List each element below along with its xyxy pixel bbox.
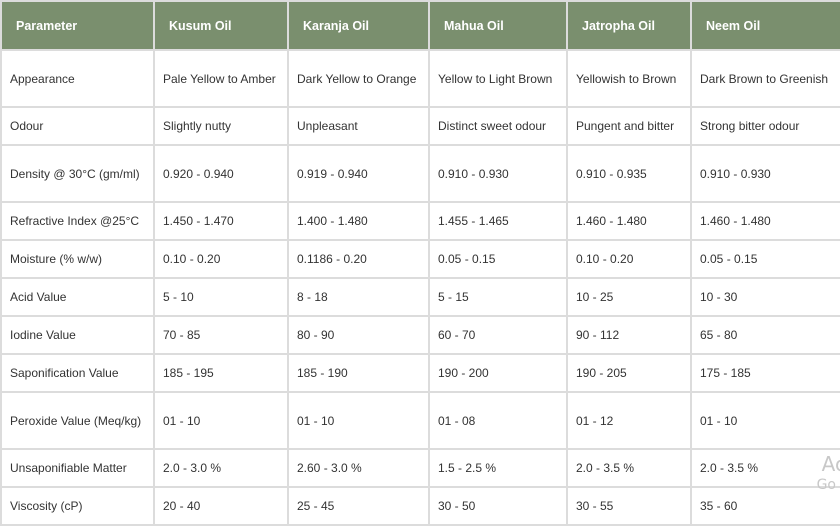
value-cell: Slightly nutty — [153, 106, 289, 146]
table-row-iodine-value: Iodine Value 70 - 85 80 - 90 60 - 70 90 … — [0, 315, 840, 355]
parameter-cell: Odour — [0, 106, 155, 146]
value-cell: 0.10 - 0.20 — [566, 239, 692, 279]
value-cell: 90 - 112 — [566, 315, 692, 355]
value-cell: 0.919 - 0.940 — [287, 144, 430, 203]
value-cell: 0.910 - 0.935 — [566, 144, 692, 203]
table-row-density: Density @ 30°C (gm/ml) 0.920 - 0.940 0.9… — [0, 144, 840, 203]
header-neem-oil: Neem Oil — [690, 0, 840, 51]
value-cell: Dark Yellow to Orange — [287, 49, 430, 108]
value-cell: 0.920 - 0.940 — [153, 144, 289, 203]
parameter-cell: Refractive Index @25°C — [0, 201, 155, 241]
value-cell: 2.60 - 3.0 % — [287, 448, 430, 488]
value-cell: 190 - 205 — [566, 353, 692, 393]
value-cell: Pale Yellow to Amber — [153, 49, 289, 108]
value-cell: Distinct sweet odour — [428, 106, 568, 146]
value-cell: 175 - 185 — [690, 353, 840, 393]
parameter-cell: Iodine Value — [0, 315, 155, 355]
value-cell: 35 - 60 — [690, 486, 840, 526]
value-cell: 0.05 - 0.15 — [428, 239, 568, 279]
header-jatropha-oil: Jatropha Oil — [566, 0, 692, 51]
parameter-cell: Appearance — [0, 49, 155, 108]
value-cell: Yellow to Light Brown — [428, 49, 568, 108]
value-cell: 20 - 40 — [153, 486, 289, 526]
header-row: Parameter Kusum Oil Karanja Oil Mahua Oi… — [0, 0, 840, 51]
value-cell: 10 - 25 — [566, 277, 692, 317]
value-cell: Pungent and bitter — [566, 106, 692, 146]
value-cell: 30 - 50 — [428, 486, 568, 526]
value-cell: 0.910 - 0.930 — [690, 144, 840, 203]
value-cell: 2.0 - 3.5 % — [566, 448, 692, 488]
table-row-peroxide-value: Peroxide Value (Meq/kg) 01 - 10 01 - 10 … — [0, 391, 840, 450]
value-cell: 01 - 10 — [690, 391, 840, 450]
value-cell: 8 - 18 — [287, 277, 430, 317]
value-cell: 190 - 200 — [428, 353, 568, 393]
value-cell: 65 - 80 — [690, 315, 840, 355]
value-cell: 70 - 85 — [153, 315, 289, 355]
value-cell: Dark Brown to Greenish — [690, 49, 840, 108]
value-cell: 60 - 70 — [428, 315, 568, 355]
value-cell: 01 - 10 — [153, 391, 289, 450]
value-cell: 5 - 15 — [428, 277, 568, 317]
value-cell: 01 - 10 — [287, 391, 430, 450]
parameter-cell: Moisture (% w/w) — [0, 239, 155, 279]
parameter-cell: Unsaponifiable Matter — [0, 448, 155, 488]
value-cell: 30 - 55 — [566, 486, 692, 526]
value-cell: 25 - 45 — [287, 486, 430, 526]
value-cell: 0.10 - 0.20 — [153, 239, 289, 279]
parameter-cell: Density @ 30°C (gm/ml) — [0, 144, 155, 203]
table-row-odour: Odour Slightly nutty Unpleasant Distinct… — [0, 106, 840, 146]
value-cell: 0.1186 - 0.20 — [287, 239, 430, 279]
table-row-appearance: Appearance Pale Yellow to Amber Dark Yel… — [0, 49, 840, 108]
value-cell: Unpleasant — [287, 106, 430, 146]
table-row-moisture: Moisture (% w/w) 0.10 - 0.20 0.1186 - 0.… — [0, 239, 840, 279]
header-parameter: Parameter — [0, 0, 155, 51]
table-row-saponification-value: Saponification Value 185 - 195 185 - 190… — [0, 353, 840, 393]
value-cell: 0.910 - 0.930 — [428, 144, 568, 203]
table-row-viscosity: Viscosity (cP) 20 - 40 25 - 45 30 - 50 3… — [0, 486, 840, 526]
header-karanja-oil: Karanja Oil — [287, 0, 430, 51]
value-cell: 1.455 - 1.465 — [428, 201, 568, 241]
value-cell: 185 - 195 — [153, 353, 289, 393]
header-kusum-oil: Kusum Oil — [153, 0, 289, 51]
value-cell: Strong bitter odour — [690, 106, 840, 146]
parameter-cell: Saponification Value — [0, 353, 155, 393]
value-cell: 185 - 190 — [287, 353, 430, 393]
parameter-cell: Viscosity (cP) — [0, 486, 155, 526]
value-cell: 0.05 - 0.15 — [690, 239, 840, 279]
value-cell: 1.460 - 1.480 — [690, 201, 840, 241]
value-cell: 2.0 - 3.0 % — [153, 448, 289, 488]
value-cell: 1.450 - 1.470 — [153, 201, 289, 241]
value-cell: 10 - 30 — [690, 277, 840, 317]
value-cell: 1.460 - 1.480 — [566, 201, 692, 241]
value-cell: Yellowish to Brown — [566, 49, 692, 108]
value-cell: 80 - 90 — [287, 315, 430, 355]
header-mahua-oil: Mahua Oil — [428, 0, 568, 51]
value-cell: 1.400 - 1.480 — [287, 201, 430, 241]
value-cell: 01 - 12 — [566, 391, 692, 450]
value-cell: 01 - 08 — [428, 391, 568, 450]
parameter-cell: Acid Value — [0, 277, 155, 317]
value-cell: 2.0 - 3.5 % — [690, 448, 840, 488]
table-row-unsaponifiable-matter: Unsaponifiable Matter 2.0 - 3.0 % 2.60 -… — [0, 448, 840, 488]
table-row-refractive-index: Refractive Index @25°C 1.450 - 1.470 1.4… — [0, 201, 840, 241]
value-cell: 1.5 - 2.5 % — [428, 448, 568, 488]
table-row-acid-value: Acid Value 5 - 10 8 - 18 5 - 15 10 - 25 … — [0, 277, 840, 317]
parameter-cell: Peroxide Value (Meq/kg) — [0, 391, 155, 450]
value-cell: 5 - 10 — [153, 277, 289, 317]
